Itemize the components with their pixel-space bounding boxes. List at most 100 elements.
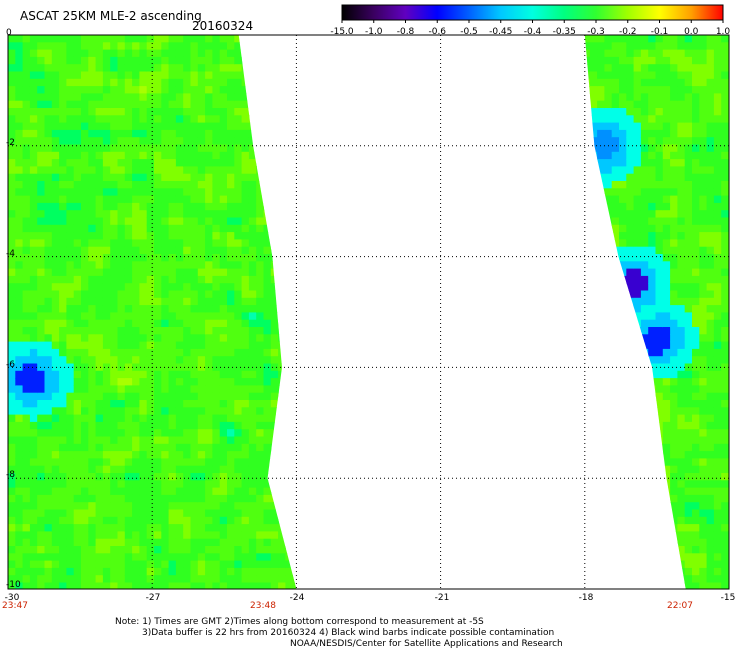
swath-pixel <box>175 582 184 589</box>
swath-pixel <box>59 305 67 313</box>
swath-pixel <box>51 275 60 284</box>
swath-pixel <box>655 327 664 335</box>
swath-pixel <box>619 297 627 306</box>
swath-pixel <box>597 414 605 423</box>
swath-pixel <box>619 246 627 255</box>
swath-pixel <box>37 567 46 576</box>
swath-pixel <box>88 254 97 262</box>
swath-pixel <box>8 275 16 284</box>
swath-pixel <box>655 451 664 459</box>
swath-pixel <box>110 560 119 569</box>
swath-pixel <box>161 392 170 401</box>
swath-pixel <box>44 275 53 284</box>
swath-pixel <box>190 400 199 408</box>
swath-pixel <box>597 129 605 138</box>
swath-pixel <box>728 407 729 416</box>
swath-pixel <box>597 188 605 197</box>
swath-pixel <box>633 71 642 80</box>
swath-pixel <box>684 181 693 189</box>
swath-pixel <box>95 159 104 167</box>
swath-pixel <box>139 341 148 350</box>
swath-pixel <box>263 487 272 496</box>
swath-pixel <box>124 151 133 160</box>
swath-pixel <box>183 108 192 116</box>
swath-pixel <box>619 480 627 489</box>
swath-pixel <box>662 356 671 365</box>
swath-pixel <box>626 319 635 328</box>
swath-pixel <box>146 42 155 51</box>
swath-pixel <box>88 195 97 204</box>
swath-pixel <box>248 458 257 467</box>
swath-pixel <box>655 188 664 197</box>
swath-pixel <box>73 348 82 357</box>
swath-pixel <box>132 122 140 131</box>
swath-pixel <box>589 480 598 489</box>
swath-pixel <box>212 370 221 379</box>
swath-pixel <box>88 100 97 109</box>
swath-pixel <box>110 319 119 328</box>
swath-pixel <box>670 217 678 226</box>
swath-pixel <box>633 86 642 94</box>
swath-pixel <box>597 224 605 233</box>
swath-pixel <box>8 341 16 350</box>
swath-pixel <box>619 451 627 459</box>
swath-pixel <box>256 86 265 94</box>
swath-pixel <box>22 451 31 459</box>
swath-pixel <box>139 151 148 160</box>
swath-pixel <box>44 414 53 423</box>
swath-pixel <box>190 275 199 284</box>
swath-pixel <box>584 305 591 313</box>
swath-pixel <box>706 480 715 489</box>
swath-pixel <box>102 524 111 532</box>
swath-pixel <box>95 400 104 408</box>
swath-pixel <box>619 494 627 503</box>
swath-pixel <box>190 443 199 452</box>
swath-pixel <box>219 429 228 438</box>
swath-pixel <box>22 341 31 350</box>
swath-pixel <box>640 414 649 423</box>
swath-pixel <box>227 407 235 416</box>
swath-pixel <box>183 78 192 87</box>
swath-pixel <box>88 312 97 321</box>
swath-pixel <box>102 378 111 386</box>
swath-pixel <box>589 181 598 189</box>
swath-pixel <box>263 181 272 189</box>
swath-pixel <box>227 327 235 335</box>
swath-pixel <box>44 341 53 350</box>
swath-pixel <box>73 93 82 102</box>
swath-pixel <box>662 516 671 525</box>
swath-pixel <box>51 210 60 219</box>
swath-pixel <box>37 494 46 503</box>
swath-pixel <box>88 297 97 306</box>
swath-pixel <box>292 261 297 270</box>
swath-pixel <box>728 567 729 576</box>
swath-pixel <box>270 546 279 554</box>
swath-pixel <box>662 334 671 343</box>
swath-pixel <box>190 305 199 313</box>
swath-pixel <box>713 159 722 167</box>
swath-pixel <box>589 531 598 540</box>
swath-pixel <box>205 151 213 160</box>
swath-pixel <box>73 341 82 350</box>
swath-pixel <box>728 575 729 584</box>
swath-pixel <box>59 239 67 248</box>
swath-pixel <box>278 195 286 204</box>
swath-pixel <box>721 137 729 146</box>
swath-pixel <box>575 115 583 123</box>
swath-pixel <box>102 327 111 335</box>
swath-pixel <box>190 108 199 116</box>
swath-pixel <box>278 567 286 576</box>
swath-pixel <box>248 261 257 270</box>
swath-pixel <box>139 400 148 408</box>
swath-pixel <box>29 363 38 372</box>
swath-pixel <box>278 283 286 292</box>
swath-pixel <box>589 275 598 284</box>
swath-pixel <box>168 86 177 94</box>
swath-pixel <box>575 349 583 357</box>
swath-pixel <box>648 327 657 335</box>
swath-pixel <box>219 487 228 496</box>
swath-pixel <box>234 188 243 197</box>
swath-pixel <box>278 327 286 335</box>
swath-pixel <box>611 421 620 430</box>
swath-pixel <box>278 370 286 379</box>
